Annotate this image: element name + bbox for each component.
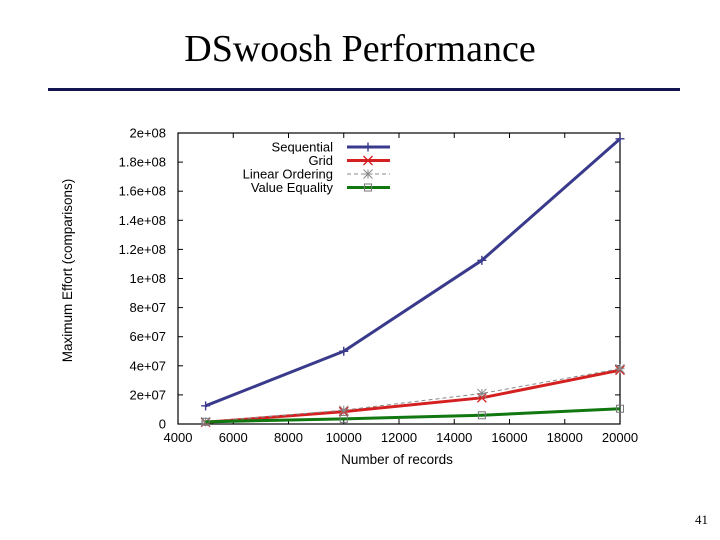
legend-marker-value-equality [364,183,372,192]
x-tick-label: 18000 [547,430,583,445]
y-tick-label: 1e+08 [129,271,166,286]
data-point-value-equality [477,411,486,420]
legend-label-sequential: Sequential [272,140,334,155]
slide-title: DSwoosh Performance [184,28,536,70]
y-tick-label: 4e+07 [129,358,166,373]
y-tick-label: 1.6e+08 [119,184,166,199]
x-tick-label: 4000 [164,430,193,445]
data-point-linear-ordering [200,416,211,427]
y-tick-label: 1.2e+08 [119,242,166,257]
x-tick-label: 10000 [326,430,362,445]
legend-marker-grid [363,155,373,166]
page-number: 41 [695,512,708,527]
legend-label-grid: Grid [308,153,333,168]
data-point-value-equality [616,404,624,413]
data-point-sequential [615,134,625,144]
y-tick-label: 2e+08 [129,126,166,141]
series-line-value-equality [205,407,621,424]
x-tick-label: 20000 [602,430,638,445]
y-tick-label: 8e+07 [129,300,166,315]
y-axis-label: Maximum Effort (comparisons) [60,179,75,363]
x-tick-label: 8000 [274,430,303,445]
series-line-sequential [205,137,621,408]
legend-label-value-equality: Value Equality [251,180,334,195]
x-axis-label: Number of records [341,452,453,467]
y-tick-label: 1.4e+08 [119,213,166,228]
legend-label-linear-ordering: Linear Ordering [243,167,333,182]
y-tick-label: 6e+07 [129,329,166,344]
data-point-value-equality [201,417,210,426]
title-divider [48,88,680,91]
y-tick-label: 1.8e+08 [119,155,166,170]
y-tick-label: 0 [159,417,166,432]
data-point-linear-ordering [338,405,349,416]
data-point-value-equality [339,414,348,423]
x-tick-label: 12000 [381,430,417,445]
legend-marker-linear-ordering [363,169,373,179]
x-tick-label: 16000 [491,430,527,445]
legend-marker-sequential [363,142,373,152]
x-tick-label: 6000 [219,430,248,445]
series-line-linear-ordering [205,368,621,423]
series-line-grid [205,368,621,424]
y-tick-label: 2e+07 [129,387,166,402]
data-point-linear-ordering [477,388,487,399]
data-point-sequential [477,255,487,265]
x-tick-label: 14000 [436,430,472,445]
data-point-sequential [339,346,349,356]
data-point-sequential [201,401,211,411]
data-point-linear-ordering [615,363,625,374]
